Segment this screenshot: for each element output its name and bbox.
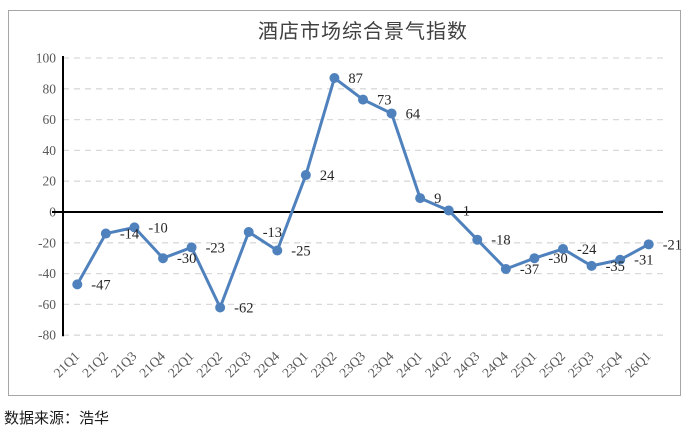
data-label: -13	[263, 225, 282, 241]
data-label: 73	[377, 93, 392, 109]
data-point-marker	[300, 170, 311, 181]
data-point-marker	[272, 245, 283, 256]
x-tick-label: 24Q2	[422, 349, 454, 381]
data-label: 87	[348, 71, 363, 87]
x-tick-label: 24Q1	[393, 349, 425, 381]
data-point-marker	[615, 254, 626, 265]
data-label: 24	[320, 168, 335, 184]
x-tick-label: 23Q4	[365, 348, 397, 380]
data-label: -25	[291, 244, 310, 260]
data-label: 64	[406, 106, 421, 122]
data-point-marker	[386, 108, 397, 119]
y-tick-label: 60	[43, 112, 57, 127]
x-tick-label: 21Q1	[51, 349, 83, 381]
x-tick-label: 21Q3	[108, 348, 140, 380]
data-label: -10	[148, 220, 167, 236]
x-tick-label: 22Q4	[251, 348, 283, 380]
data-label: 9	[434, 191, 441, 207]
y-tick-label: 20	[43, 174, 57, 189]
data-point-marker	[72, 279, 83, 290]
x-tick-label: 22Q3	[222, 348, 254, 380]
y-tick-label: 40	[43, 143, 57, 158]
data-point-marker	[100, 228, 111, 239]
data-point-marker	[358, 94, 368, 105]
x-tick-label: 26Q1	[622, 349, 654, 381]
y-tick-label: 100	[36, 51, 57, 66]
y-tick-label: 80	[43, 81, 57, 96]
data-label: -14	[120, 227, 140, 243]
data-label: 1	[463, 203, 470, 219]
source-caption: 数据来源：浩华	[4, 411, 110, 427]
x-tick-label: 23Q2	[308, 349, 340, 381]
data-point-marker	[500, 263, 511, 274]
data-point-marker	[158, 253, 168, 264]
data-label: -37	[520, 262, 539, 278]
data-point-marker	[472, 234, 483, 245]
chart-frame	[8, 10, 681, 396]
data-label: -30	[548, 251, 567, 267]
data-point-marker	[329, 73, 340, 84]
y-tick-label: -20	[38, 235, 56, 250]
data-label: -35	[606, 259, 625, 275]
data-point-marker	[443, 205, 454, 216]
data-label: -18	[491, 233, 510, 249]
y-tick-label: -60	[38, 297, 56, 312]
x-tick-label: 25Q1	[508, 349, 540, 381]
x-tick-label: 25Q3	[565, 348, 597, 380]
x-tick-label: 25Q4	[593, 348, 625, 380]
x-tick-label: 21Q4	[136, 348, 168, 380]
data-label: -31	[634, 253, 653, 269]
data-point-marker	[415, 193, 426, 204]
data-point-marker	[129, 222, 140, 233]
data-label: -21	[663, 237, 682, 253]
data-label: -23	[206, 240, 225, 256]
data-point-marker	[215, 302, 226, 313]
x-tick-label: 25Q2	[536, 349, 568, 381]
chart-title: 酒店市场综合景气指数	[258, 21, 468, 43]
x-tick-label: 22Q1	[165, 349, 197, 381]
x-tick-label: 24Q3	[451, 348, 483, 380]
data-label: -47	[91, 277, 110, 293]
data-point-marker	[643, 239, 654, 250]
data-point-marker	[529, 253, 540, 264]
x-tick-label: 23Q3	[336, 348, 368, 380]
x-tick-label: 23Q1	[279, 349, 311, 381]
data-point-marker	[243, 227, 254, 238]
data-label: -62	[234, 300, 253, 316]
y-tick-label: -80	[38, 328, 56, 343]
data-label: -24	[577, 242, 597, 258]
x-tick-label: 21Q2	[79, 349, 111, 381]
data-label: -30	[177, 251, 196, 267]
data-point-marker	[558, 243, 568, 254]
x-tick-label: 24Q4	[479, 348, 511, 380]
y-tick-label: -40	[38, 266, 56, 281]
data-point-marker	[586, 260, 597, 271]
x-tick-label: 22Q2	[193, 349, 225, 381]
data-point-marker	[186, 242, 197, 253]
